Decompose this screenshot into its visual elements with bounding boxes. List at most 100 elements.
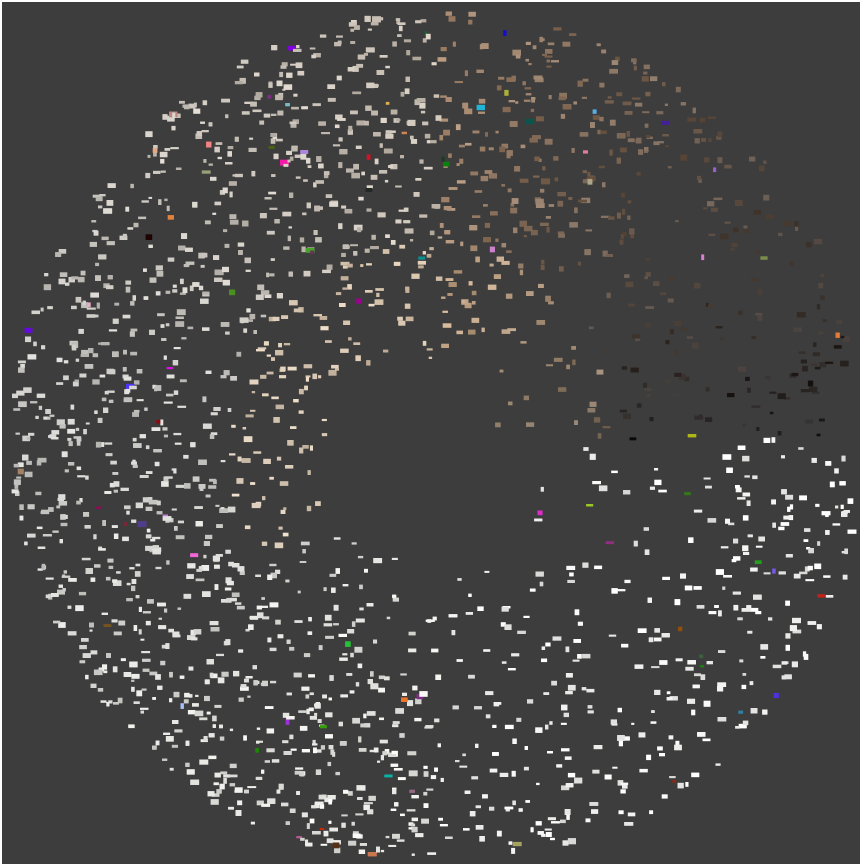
thumbnail: [598, 165, 605, 169]
thumbnail: [269, 647, 277, 652]
thumbnail: [96, 302, 100, 309]
thumbnail: [684, 492, 691, 496]
thumbnail: [326, 264, 333, 270]
thumbnail: [166, 374, 175, 379]
thumbnail: [153, 151, 157, 157]
thumbnail: [592, 481, 601, 485]
thumbnail: [540, 486, 544, 492]
thumbnail: [699, 117, 706, 123]
thumbnail: [347, 791, 353, 796]
thumbnail: [435, 115, 442, 121]
thumbnail: [468, 329, 476, 335]
thumbnail: [585, 229, 593, 232]
thumbnail: [204, 220, 211, 225]
thumbnail: [233, 670, 240, 677]
thumbnail: [545, 216, 551, 219]
thumbnail: [192, 476, 200, 482]
thumbnail: [385, 101, 390, 105]
thumbnail: [778, 571, 786, 575]
thumbnail: [545, 724, 549, 730]
thumbnail: [215, 142, 223, 145]
thumbnail: [210, 412, 218, 416]
thumbnail: [341, 822, 346, 828]
thumbnail: [760, 256, 768, 260]
thumbnail: [358, 849, 366, 854]
thumbnail: [545, 642, 551, 647]
thumbnail: [646, 135, 650, 138]
thumbnail: [399, 244, 406, 249]
thumbnail: [289, 734, 294, 740]
thumbnail: [726, 467, 733, 473]
thumbnail: [769, 391, 777, 394]
thumbnail: [503, 30, 507, 36]
thumbnail: [390, 164, 398, 170]
thumbnail: [546, 226, 550, 233]
thumbnail: [417, 260, 426, 265]
thumbnail: [385, 835, 390, 839]
thumbnail: [78, 591, 87, 596]
thumbnail: [295, 176, 301, 179]
thumbnail: [456, 659, 463, 662]
thumbnail: [245, 628, 250, 632]
thumbnail: [135, 563, 141, 567]
thumbnail: [538, 158, 542, 162]
thumbnail: [203, 554, 207, 559]
thumbnail: [404, 228, 414, 234]
thumbnail: [385, 130, 392, 134]
thumbnail: [419, 214, 428, 218]
thumbnail: [224, 243, 230, 248]
thumbnail: [50, 593, 59, 597]
thumbnail: [667, 298, 674, 303]
thumbnail: [328, 369, 337, 376]
thumbnail: [398, 320, 406, 326]
thumbnail: [173, 390, 179, 395]
thumbnail: [485, 691, 494, 696]
thumbnail: [787, 506, 791, 512]
thumbnail: [607, 96, 612, 99]
thumbnail: [119, 235, 128, 240]
thumbnail: [75, 358, 80, 362]
thumbnail: [731, 242, 738, 248]
thumbnail: [200, 298, 209, 304]
thumbnail: [365, 105, 372, 111]
thumbnail: [270, 258, 275, 261]
thumbnail: [645, 91, 651, 97]
thumbnail: [813, 342, 817, 347]
thumbnail: [216, 653, 224, 657]
thumbnail: [560, 722, 567, 725]
thumbnail: [287, 45, 296, 51]
thumbnail: [175, 484, 185, 488]
thumbnail: [425, 725, 434, 728]
thumbnail: [319, 828, 325, 831]
thumbnail: [314, 801, 324, 805]
thumbnail: [72, 381, 79, 387]
thumbnail: [205, 534, 213, 540]
thumbnail: [182, 104, 188, 108]
thumbnail: [599, 116, 604, 122]
thumbnail: [112, 318, 119, 324]
thumbnail: [165, 736, 174, 742]
thumbnail: [138, 216, 147, 220]
thumbnail: [469, 225, 478, 231]
thumbnail: [303, 653, 311, 658]
thumbnail: [751, 405, 761, 408]
thumbnail: [75, 605, 84, 612]
thumbnail: [718, 650, 726, 653]
thumbnail: [243, 328, 248, 333]
thumbnail: [551, 680, 557, 686]
thumbnail: [330, 749, 335, 755]
thumbnail: [242, 220, 249, 227]
thumbnail: [155, 291, 161, 296]
thumbnail: [301, 246, 306, 253]
thumbnail: [820, 295, 825, 301]
thumbnail: [380, 849, 385, 853]
thumbnail: [320, 843, 328, 846]
thumbnail: [352, 65, 359, 72]
thumbnail: [582, 78, 589, 82]
thumbnail: [785, 633, 791, 639]
thumbnail: [642, 111, 650, 114]
thumbnail: [324, 614, 332, 621]
thumbnail: [847, 529, 857, 534]
thumbnail: [692, 107, 696, 114]
thumbnail: [24, 471, 33, 478]
